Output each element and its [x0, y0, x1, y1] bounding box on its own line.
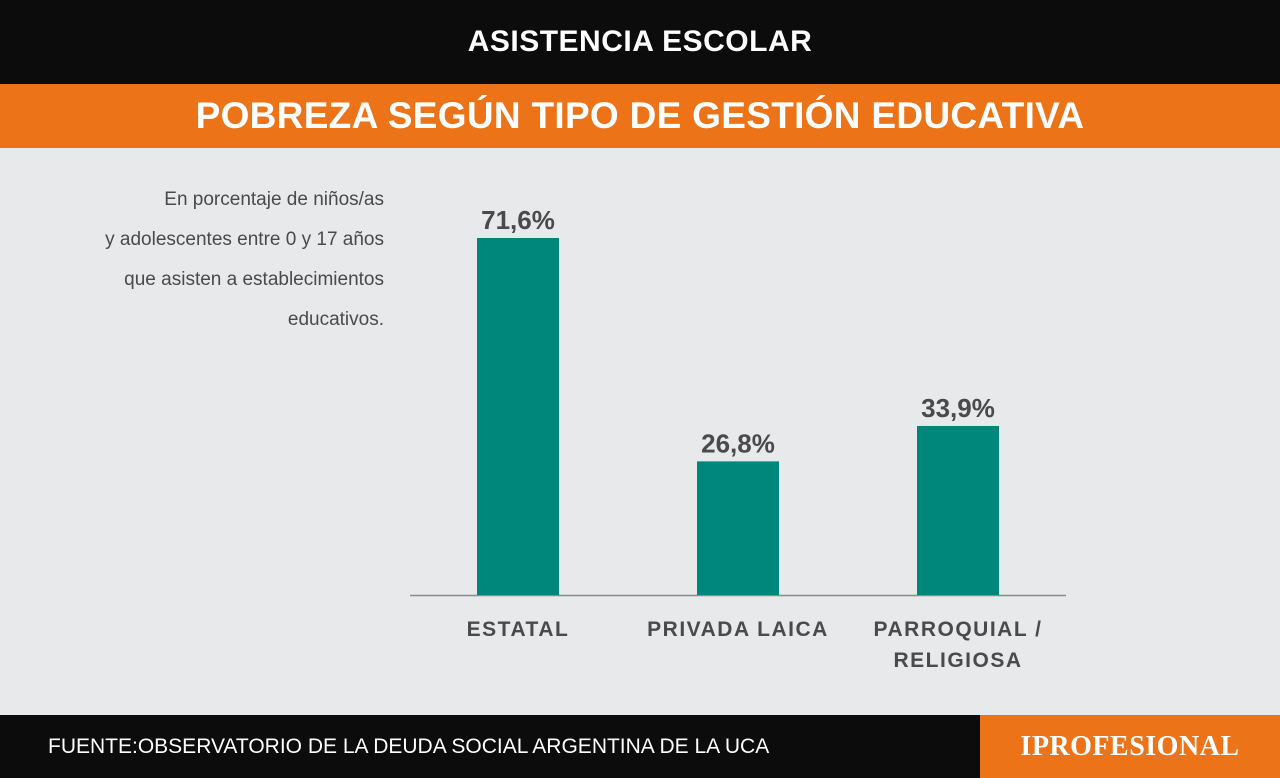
footer-band: FUENTE:OBSERVATORIO DE LA DEUDA SOCIAL A…	[0, 715, 1280, 778]
note-line: y adolescentes entre 0 y 17 años	[105, 229, 384, 250]
chart-area	[0, 148, 1280, 715]
header-band: ASISTENCIA ESCOLAR	[0, 0, 1280, 84]
chart-subtitle: POBREZA SEGÚN TIPO DE GESTIÓN EDUCATIVA	[195, 95, 1085, 136]
logo: IPROFESIONAL	[980, 715, 1280, 778]
note-line: educativos.	[287, 309, 384, 330]
chart-note: En porcentaje de niños/as y adolescentes…	[40, 180, 384, 340]
subtitle-band: POBREZA SEGÚN TIPO DE GESTIÓN EDUCATIVA	[0, 84, 1280, 148]
bar	[697, 461, 779, 595]
category-label: RELIGIOSA	[893, 649, 1022, 672]
value-label: 26,8%	[701, 428, 775, 458]
bar	[917, 425, 999, 595]
value-label: 33,9%	[921, 393, 995, 423]
chart-title: ASISTENCIA ESCOLAR	[467, 25, 813, 58]
bar	[477, 238, 559, 595]
category-label: ESTATAL	[467, 618, 570, 641]
source-text: FUENTE:OBSERVATORIO DE LA DEUDA SOCIAL A…	[48, 735, 770, 758]
category-label: PRIVADA LAICA	[647, 618, 829, 641]
note-line: En porcentaje de niños/as	[164, 189, 384, 210]
category-label: PARROQUIAL /	[874, 618, 1043, 641]
value-label: 71,6%	[481, 205, 555, 235]
note-line: que asisten a establecimientos	[124, 269, 384, 290]
logo-text: IPROFESIONAL	[1020, 730, 1240, 762]
